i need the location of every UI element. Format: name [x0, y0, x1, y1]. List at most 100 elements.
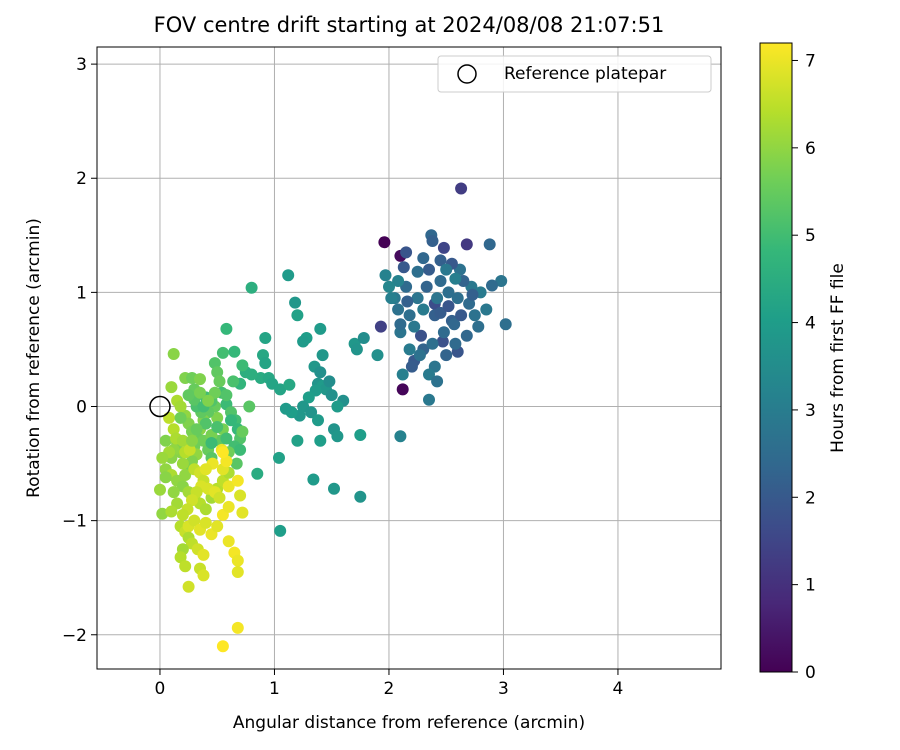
data-point: [307, 473, 320, 486]
data-point: [251, 467, 264, 480]
data-point: [231, 621, 244, 634]
data-point: [331, 400, 344, 413]
data-point: [259, 357, 272, 370]
data-point: [231, 554, 244, 567]
data-point: [440, 349, 453, 362]
data-point: [397, 261, 410, 274]
data-point: [179, 560, 192, 573]
data-point: [220, 455, 233, 468]
data-point: [176, 457, 189, 470]
data-point: [199, 417, 212, 430]
data-point: [449, 272, 462, 285]
data-point: [331, 430, 344, 443]
data-point: [426, 337, 439, 350]
data-point: [205, 437, 218, 449]
data-point: [222, 535, 235, 548]
data-point: [423, 393, 435, 406]
legend: Reference platepar: [437, 55, 712, 93]
x-tick-label: 4: [613, 679, 624, 699]
data-point: [499, 318, 512, 331]
data-point: [379, 269, 392, 282]
data-point: [211, 421, 224, 433]
legend-marker-open-circle: [457, 64, 477, 84]
data-point: [394, 318, 407, 331]
chart-title: FOV centre drift starting at 2024/08/08 …: [154, 13, 665, 37]
data-point: [279, 402, 292, 415]
data-point: [314, 434, 327, 447]
data-point: [312, 414, 324, 427]
y-axis-label: Rotation from reference (arcmin): [24, 218, 44, 498]
data-point: [460, 238, 473, 251]
data-point: [208, 386, 221, 399]
legend-label: Reference platepar: [504, 64, 666, 84]
data-point: [396, 383, 409, 396]
data-point: [392, 275, 405, 287]
colorbar-tick-label: 7: [805, 51, 816, 71]
data-point: [460, 329, 473, 342]
data-point: [423, 368, 435, 381]
data-point: [314, 366, 327, 379]
x-tick-label: 0: [155, 679, 166, 699]
data-point: [426, 235, 439, 247]
y-tick-label: 3: [76, 55, 87, 75]
colorbar-tick-label: 5: [805, 226, 816, 246]
data-point: [411, 265, 424, 278]
data-point: [165, 505, 178, 518]
data-point: [413, 349, 426, 362]
data-point: [154, 483, 166, 496]
data-point: [174, 551, 187, 564]
data-point: [431, 292, 444, 305]
x-tick-label: 3: [498, 679, 509, 699]
data-point: [434, 254, 447, 267]
data-point: [220, 322, 233, 335]
data-point: [437, 326, 450, 339]
x-tick-label: 2: [384, 679, 395, 699]
data-point: [480, 303, 493, 316]
data-point: [197, 569, 210, 582]
data-point: [220, 389, 233, 402]
data-point: [216, 640, 229, 653]
data-point: [314, 322, 327, 335]
data-point: [188, 514, 201, 527]
colorbar-tick-label: 6: [805, 139, 816, 159]
data-point: [448, 318, 461, 331]
data-point: [442, 286, 455, 299]
data-point: [234, 443, 247, 456]
data-point: [167, 348, 180, 360]
data-point: [408, 320, 421, 333]
data-point: [208, 357, 221, 370]
data-point: [392, 303, 405, 316]
reference-marker-layer: [149, 395, 171, 418]
data-point: [186, 494, 198, 507]
data-point: [289, 296, 302, 309]
data-point: [199, 463, 212, 476]
data-point: [385, 292, 398, 305]
data-point: [176, 508, 189, 521]
colorbar-tick-label: 2: [805, 488, 816, 508]
reference-platepar-marker: [149, 395, 171, 418]
data-point: [197, 548, 210, 561]
data-point: [199, 516, 212, 529]
data-point: [434, 275, 447, 287]
data-point: [211, 520, 224, 533]
data-point: [302, 391, 315, 404]
data-point: [297, 335, 310, 348]
data-point: [259, 332, 272, 344]
data-point: [423, 263, 435, 276]
data-point: [245, 281, 258, 294]
data-point: [220, 432, 233, 445]
data-point: [291, 434, 304, 447]
data-point: [174, 400, 187, 413]
data-point: [236, 506, 249, 519]
data-point: [486, 279, 498, 292]
data-point: [434, 306, 447, 319]
data-point: [483, 238, 496, 251]
colorbar-ticks: 0 1 2 3 4 5 6 7: [792, 51, 816, 683]
data-point: [222, 500, 235, 513]
data-point: [437, 241, 450, 254]
data-point: [234, 489, 247, 502]
data-point: [495, 275, 508, 287]
data-point: [230, 457, 243, 470]
data-point: [455, 182, 468, 195]
